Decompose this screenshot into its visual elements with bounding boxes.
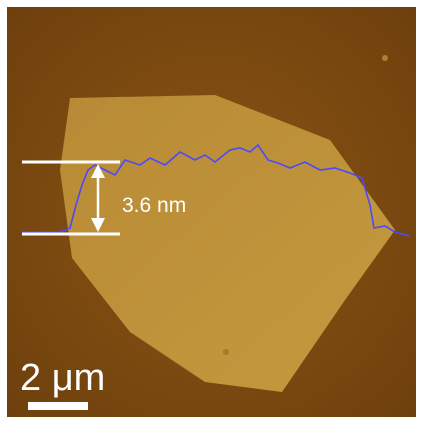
height-label: 3.6 nm <box>122 194 186 217</box>
scale-label: 2 μm <box>20 357 105 399</box>
particle <box>223 349 229 355</box>
page: 3.6 nm 2 μm (() => { const data = JSON.p… <box>0 0 423 424</box>
afm-image: 3.6 nm 2 μm <box>0 0 423 424</box>
scale-bar <box>28 402 88 410</box>
particle <box>382 55 388 61</box>
